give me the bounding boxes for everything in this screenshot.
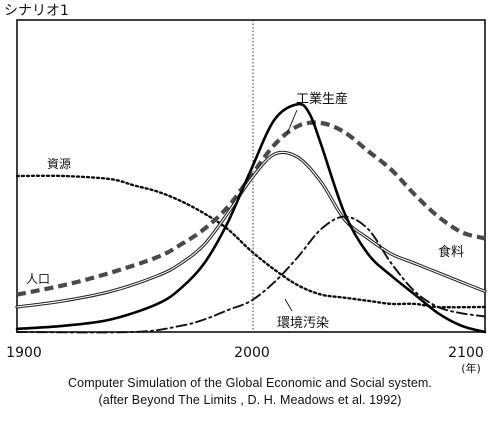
series-line-3: [15, 150, 487, 309]
series-label-pollution: 環境汚染: [277, 316, 329, 331]
series-label-resources: 資源: [47, 157, 71, 171]
series-layer: [15, 102, 487, 334]
x-tick-label-2000: 2000: [234, 345, 270, 361]
series-label-industrial-output: 工業生産: [296, 91, 348, 107]
series-line-2: [16, 120, 486, 297]
x-tick-label-1900: 1900: [6, 345, 42, 361]
pointer-industrial-output: [286, 109, 298, 135]
x-tick-label-2100: 2100: [448, 345, 484, 361]
caption-line-2: (after Beyond The Limits , D. H. Meadows…: [98, 393, 402, 407]
series-line-1: [15, 174, 487, 309]
series-label-food: 食料: [438, 244, 464, 260]
caption-line-1: Computer Simulation of the Global Econom…: [68, 376, 432, 390]
chart-title: シナリオ1: [4, 3, 69, 19]
series-line-4: [15, 102, 487, 334]
series-line-5: [16, 215, 486, 334]
x-axis-unit: (年): [461, 361, 481, 375]
series-label-population: 人口: [26, 272, 50, 286]
pointer-pollution: [284, 298, 293, 312]
